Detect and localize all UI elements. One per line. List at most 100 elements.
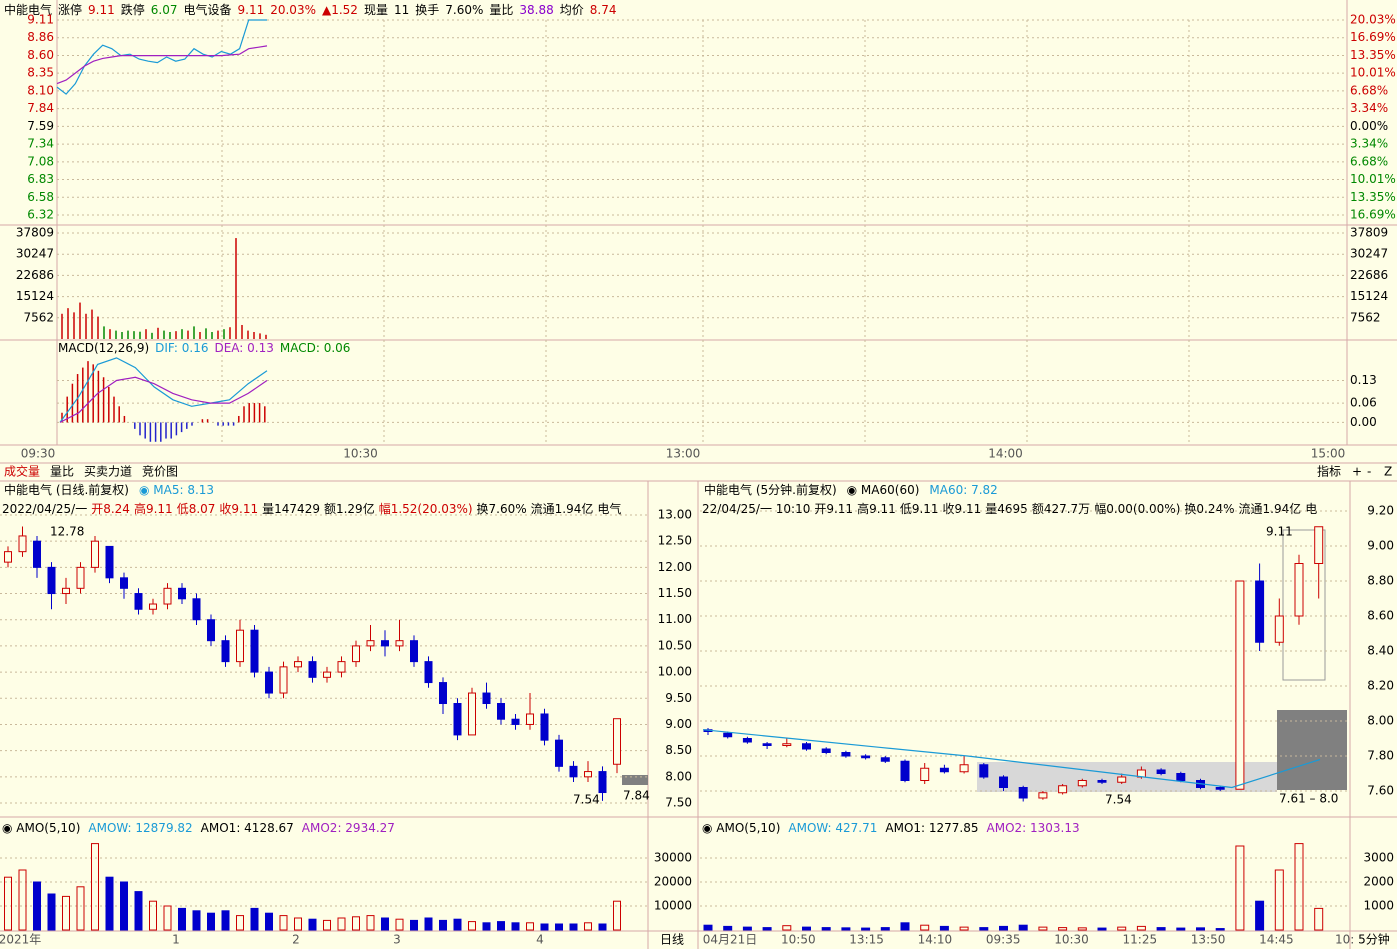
candle-body bbox=[1097, 780, 1107, 783]
amo-bar bbox=[1038, 926, 1048, 931]
price-label: 6.58 bbox=[27, 190, 54, 204]
info-row: 中能电气 (日线.前复权) ◉ MA5: 8.13 bbox=[4, 482, 214, 497]
amo-bar bbox=[900, 922, 910, 931]
tool-button[interactable]: + bbox=[1352, 465, 1362, 479]
info-item: 中能电气 bbox=[4, 2, 52, 17]
vol-label: 37809 bbox=[16, 226, 54, 240]
info-item: 收9.11 bbox=[943, 502, 982, 516]
candle-body bbox=[4, 551, 12, 563]
date-label: 09:35 bbox=[986, 933, 1021, 947]
candle-body bbox=[497, 703, 505, 720]
period-label: 5分钟 bbox=[1358, 932, 1390, 947]
amo-bar bbox=[1117, 926, 1127, 931]
y-tick-label: 13.00 bbox=[658, 508, 692, 522]
candle-body bbox=[802, 743, 811, 750]
ma-line bbox=[702, 729, 1321, 789]
candle-body bbox=[149, 603, 157, 610]
tool-button[interactable]: - bbox=[1367, 465, 1371, 479]
tab[interactable]: 买卖力道 bbox=[84, 465, 132, 479]
y-tick-label: 8.40 bbox=[1367, 644, 1394, 658]
amo-bar bbox=[979, 927, 989, 931]
info-item: 开8.24 bbox=[91, 502, 130, 516]
amo-bar bbox=[18, 869, 27, 931]
info-item: 高9.11 bbox=[134, 501, 173, 516]
amo-bar bbox=[323, 919, 331, 931]
tool-button[interactable]: Z bbox=[1384, 465, 1392, 479]
time-label: 09:30 bbox=[21, 447, 56, 461]
y-tick-label: 7.80 bbox=[1367, 749, 1394, 763]
candle-body bbox=[352, 645, 360, 663]
candle-body bbox=[1215, 787, 1225, 790]
date-label: 04月21日 bbox=[703, 933, 758, 947]
info-item: 额427.7万 bbox=[1032, 502, 1090, 516]
candle-body bbox=[511, 718, 520, 725]
candle-body bbox=[47, 566, 56, 595]
info-item: ▲1.52 bbox=[322, 3, 358, 17]
tool-button[interactable]: 指标 bbox=[1317, 464, 1341, 479]
info-item: 2022/04/25/一 bbox=[2, 502, 87, 516]
info-item: AMO1: 4128.67 bbox=[201, 821, 294, 835]
pct-label: 16.69% bbox=[1350, 30, 1396, 44]
info-item: 换手 bbox=[415, 3, 439, 17]
pct-label: 10.01% bbox=[1350, 66, 1396, 80]
info-item: ◉ MA60(60) bbox=[847, 483, 920, 497]
amo-bar bbox=[540, 923, 549, 931]
amo-bar bbox=[511, 922, 520, 931]
date-label: 10:50 bbox=[781, 933, 816, 947]
info-item: 换0.24% bbox=[1184, 502, 1234, 516]
pct-label: 10.01% bbox=[1350, 172, 1396, 186]
info-item: 开9.11 bbox=[814, 502, 853, 516]
info-item: 幅1.52(20.03%) bbox=[379, 501, 473, 516]
vol-label: 30247 bbox=[16, 247, 54, 261]
macd-label: 0.00 bbox=[1350, 415, 1377, 429]
amo-tick-label: 30000 bbox=[654, 851, 692, 865]
tab[interactable]: 成交量 bbox=[4, 464, 40, 479]
y-tick-label: 10.50 bbox=[658, 638, 692, 652]
vol-label-right: 37809 bbox=[1350, 226, 1388, 240]
amo-bar bbox=[265, 912, 273, 931]
info-item: 现量 bbox=[364, 3, 388, 17]
annotation: 7.61 – 8.0 bbox=[1279, 792, 1338, 806]
candle-body bbox=[163, 587, 172, 605]
date-label: 10:30 bbox=[1054, 933, 1089, 947]
candle-body bbox=[482, 692, 491, 705]
amo-bar bbox=[149, 900, 157, 931]
amo-bar bbox=[439, 919, 447, 931]
amo-bar bbox=[1274, 869, 1284, 931]
price-label: 8.35 bbox=[27, 66, 54, 80]
y-tick-label: 8.80 bbox=[1367, 574, 1394, 588]
tab[interactable]: 量比 bbox=[50, 465, 74, 479]
amo-bar bbox=[221, 910, 230, 931]
amo-bar bbox=[584, 922, 592, 931]
amo-bar bbox=[381, 917, 389, 931]
amo-bar bbox=[482, 922, 491, 931]
y-tick-label: 8.00 bbox=[665, 769, 692, 783]
y-tick-label: 8.00 bbox=[1367, 714, 1394, 728]
amo-bar bbox=[1018, 924, 1028, 931]
date-label: 14:45 bbox=[1259, 933, 1294, 947]
candle-body bbox=[366, 640, 375, 647]
candle-body bbox=[33, 540, 41, 568]
candle-body bbox=[1235, 580, 1245, 790]
info-item: 20.03% bbox=[270, 3, 316, 17]
candle-body bbox=[1117, 776, 1127, 783]
info-item: 中能电气 (5分钟.前复权) bbox=[704, 482, 837, 497]
date-label: 2 bbox=[292, 933, 300, 947]
candle-body bbox=[381, 640, 389, 647]
amo-bar bbox=[178, 907, 186, 931]
date-label: 13:15 bbox=[849, 933, 884, 947]
amo-bar bbox=[294, 917, 302, 931]
date-label: 2021年 bbox=[0, 933, 41, 947]
info-row: 2022/04/25/一 开8.24 高9.11 低8.07 收9.11 量147429 额… bbox=[2, 501, 621, 516]
candle-body bbox=[861, 755, 871, 759]
candle-body bbox=[18, 535, 27, 553]
vol-label: 22686 bbox=[16, 268, 54, 282]
tab[interactable]: 竞价图 bbox=[142, 465, 178, 479]
candle-body bbox=[569, 765, 578, 778]
y-tick-label: 12.50 bbox=[658, 534, 692, 548]
amo-bar bbox=[703, 924, 713, 931]
info-item: 幅0.00(0.00%) bbox=[1094, 501, 1180, 516]
info-item: AMOW: 12879.82 bbox=[88, 821, 192, 835]
info-item: 8.74 bbox=[590, 3, 617, 17]
